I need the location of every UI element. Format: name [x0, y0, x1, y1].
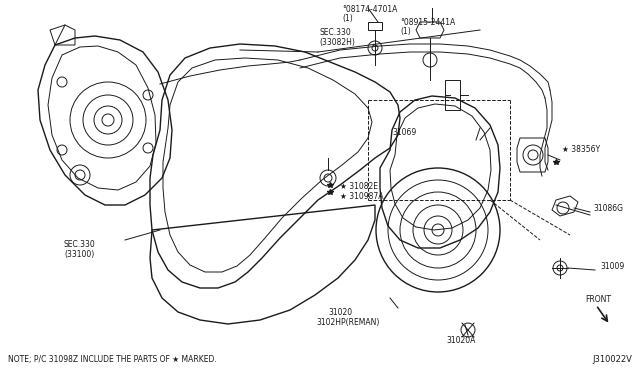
Text: SEC.330: SEC.330 [64, 240, 96, 249]
Text: 31086G: 31086G [593, 204, 623, 213]
Text: (1): (1) [342, 14, 353, 23]
Text: °08915-2441A: °08915-2441A [400, 18, 455, 27]
Text: FRONT: FRONT [585, 295, 611, 304]
Text: 3102HP(REMAN): 3102HP(REMAN) [316, 318, 380, 327]
Text: ★ 310987A: ★ 310987A [340, 192, 383, 201]
Text: NOTE; P/C 31098Z INCLUDE THE PARTS OF ★ MARKED.: NOTE; P/C 31098Z INCLUDE THE PARTS OF ★ … [8, 355, 217, 364]
Text: (33082H): (33082H) [319, 38, 355, 47]
Text: ★ 38356Y: ★ 38356Y [562, 145, 600, 154]
Text: SEC.330: SEC.330 [319, 28, 351, 37]
Text: 31009: 31009 [600, 262, 624, 271]
Text: J310022V: J310022V [592, 355, 632, 364]
Text: (33100): (33100) [64, 250, 94, 259]
Text: 31020: 31020 [328, 308, 352, 317]
Text: °08174-4701A: °08174-4701A [342, 5, 397, 14]
Text: (1): (1) [400, 27, 411, 36]
Text: ★ 31082E: ★ 31082E [340, 182, 378, 191]
Text: 31069: 31069 [392, 128, 416, 137]
Text: 31020A: 31020A [446, 336, 476, 345]
